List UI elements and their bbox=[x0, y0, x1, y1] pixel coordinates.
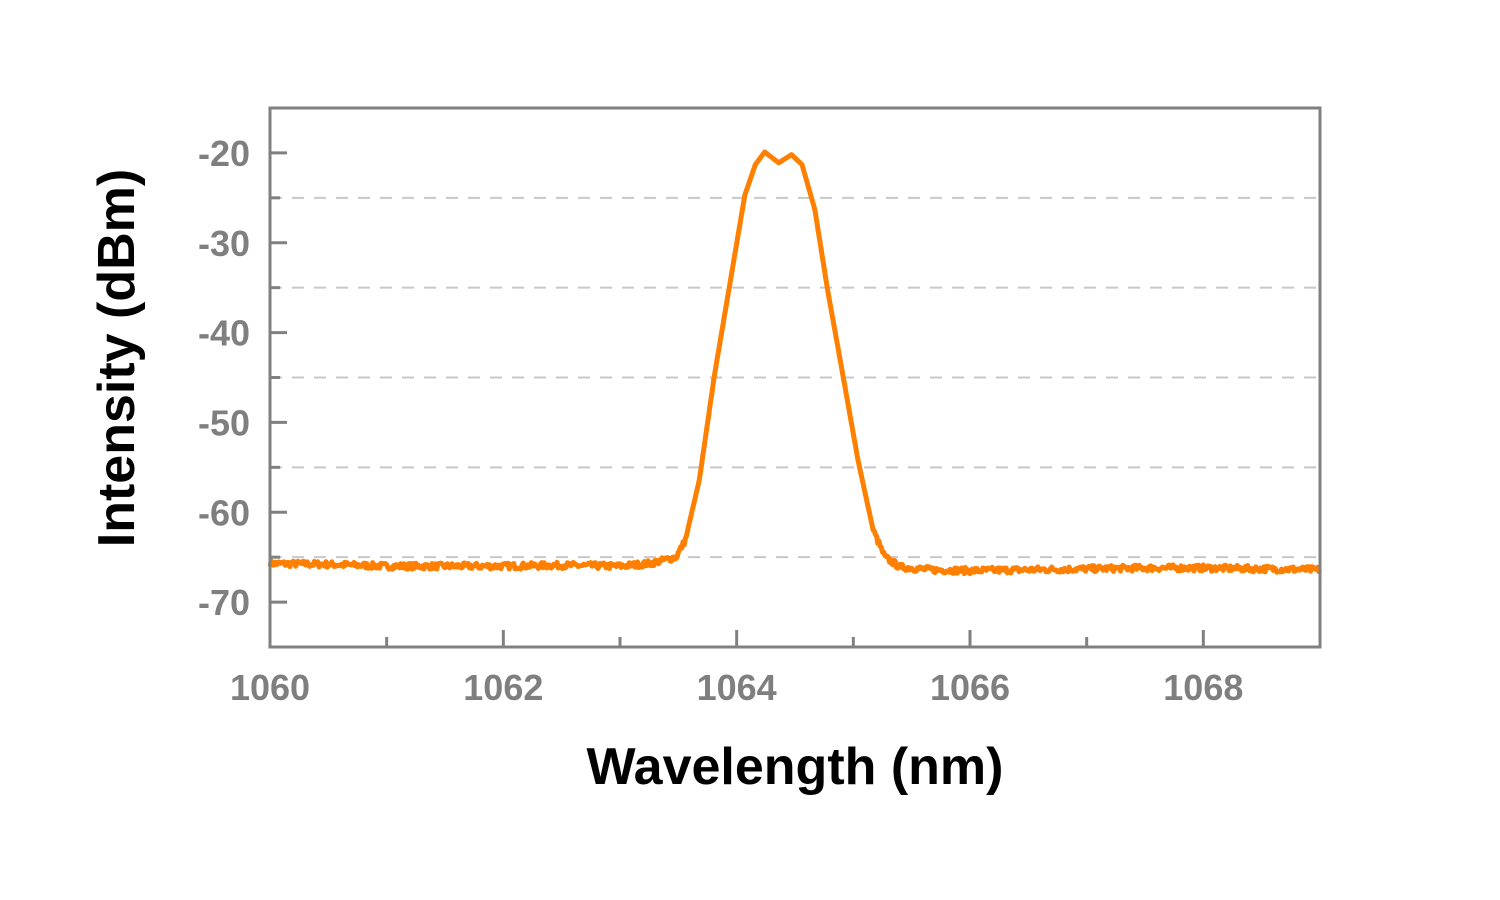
series-layer bbox=[267, 149, 1323, 577]
gridlines bbox=[270, 196, 1320, 559]
y-tick-label: -50 bbox=[198, 402, 250, 443]
x-tick-labels: 1060 1062 1064 1066 1068 bbox=[230, 667, 1243, 708]
y-tick-label: -20 bbox=[198, 133, 250, 174]
x-tick-label: 1066 bbox=[930, 667, 1010, 708]
y-tick-label: -40 bbox=[198, 313, 250, 354]
plot-frame bbox=[268, 106, 1322, 649]
x-tick-label: 1068 bbox=[1163, 667, 1243, 708]
spectrum-line bbox=[267, 149, 1323, 577]
y-axis-title: Intensity (dBm) bbox=[88, 169, 146, 547]
y-tick-label: -70 bbox=[198, 582, 250, 623]
x-tick-label: 1064 bbox=[697, 667, 777, 708]
x-tick-label: 1062 bbox=[463, 667, 543, 708]
y-tick-labels: -20 -30 -40 -50 -60 -70 bbox=[198, 133, 250, 623]
x-axis-title: Wavelength (nm) bbox=[587, 738, 1004, 796]
y-tick-label: -60 bbox=[198, 492, 250, 533]
y-tick-label: -30 bbox=[198, 223, 250, 264]
x-tick-label: 1060 bbox=[230, 667, 310, 708]
